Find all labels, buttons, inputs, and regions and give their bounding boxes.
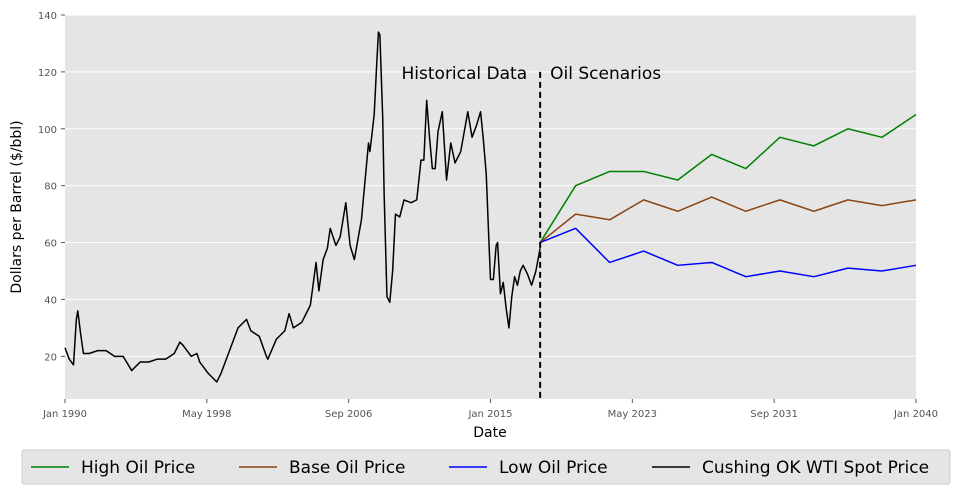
y-tick-label: 80 bbox=[44, 182, 57, 193]
x-axis-ticks: Jan 1990 May 1998 Sep 2006 Jan 2015 May 2023… bbox=[42, 399, 938, 420]
y-tick-label: 20 bbox=[44, 352, 57, 363]
legend-entry-label: Cushing OK WTI Spot Price bbox=[702, 458, 929, 478]
series-line-low-oil-price bbox=[539, 227, 917, 278]
oil-scenarios-annotation: Oil Scenarios bbox=[550, 64, 661, 84]
x-tick-label: Sep 2006 bbox=[325, 409, 372, 420]
series-line-base-oil-price bbox=[539, 196, 917, 244]
y-tick-label: 40 bbox=[44, 295, 57, 306]
x-tick-label: May 2023 bbox=[608, 409, 657, 420]
y-axis-ticks: 20 40 60 80 100 120 140 bbox=[38, 11, 65, 363]
y-tick-label: 100 bbox=[38, 125, 57, 136]
legend-entry-label: High Oil Price bbox=[81, 458, 195, 478]
y-tick-label: 120 bbox=[38, 68, 57, 79]
legend-entry-label: Low Oil Price bbox=[499, 458, 608, 478]
y-tick-label: 140 bbox=[38, 11, 57, 22]
series-lines bbox=[64, 31, 917, 383]
series-line-high-oil-price bbox=[539, 113, 917, 243]
y-tick-label: 60 bbox=[44, 239, 57, 250]
y-axis-label: Dollars per Barrel ($/bbl) bbox=[9, 120, 25, 293]
plot-area bbox=[65, 15, 916, 399]
legend: High Oil Price Base Oil Price Low Oil Pric… bbox=[21, 449, 951, 485]
x-tick-label: Sep 2031 bbox=[750, 409, 797, 420]
x-tick-label: Jan 1990 bbox=[42, 409, 87, 420]
x-tick-label: Jan 2015 bbox=[467, 409, 512, 420]
legend-entry-label: Base Oil Price bbox=[289, 458, 406, 478]
historical-data-annotation: Historical Data bbox=[402, 64, 528, 84]
x-tick-label: May 1998 bbox=[182, 409, 231, 420]
x-axis-label: Date bbox=[473, 425, 506, 441]
grid-lines bbox=[65, 14, 916, 357]
series-line-cushing-ok-wti-spot-price bbox=[64, 31, 541, 383]
x-tick-label: Jan 2040 bbox=[893, 409, 938, 420]
